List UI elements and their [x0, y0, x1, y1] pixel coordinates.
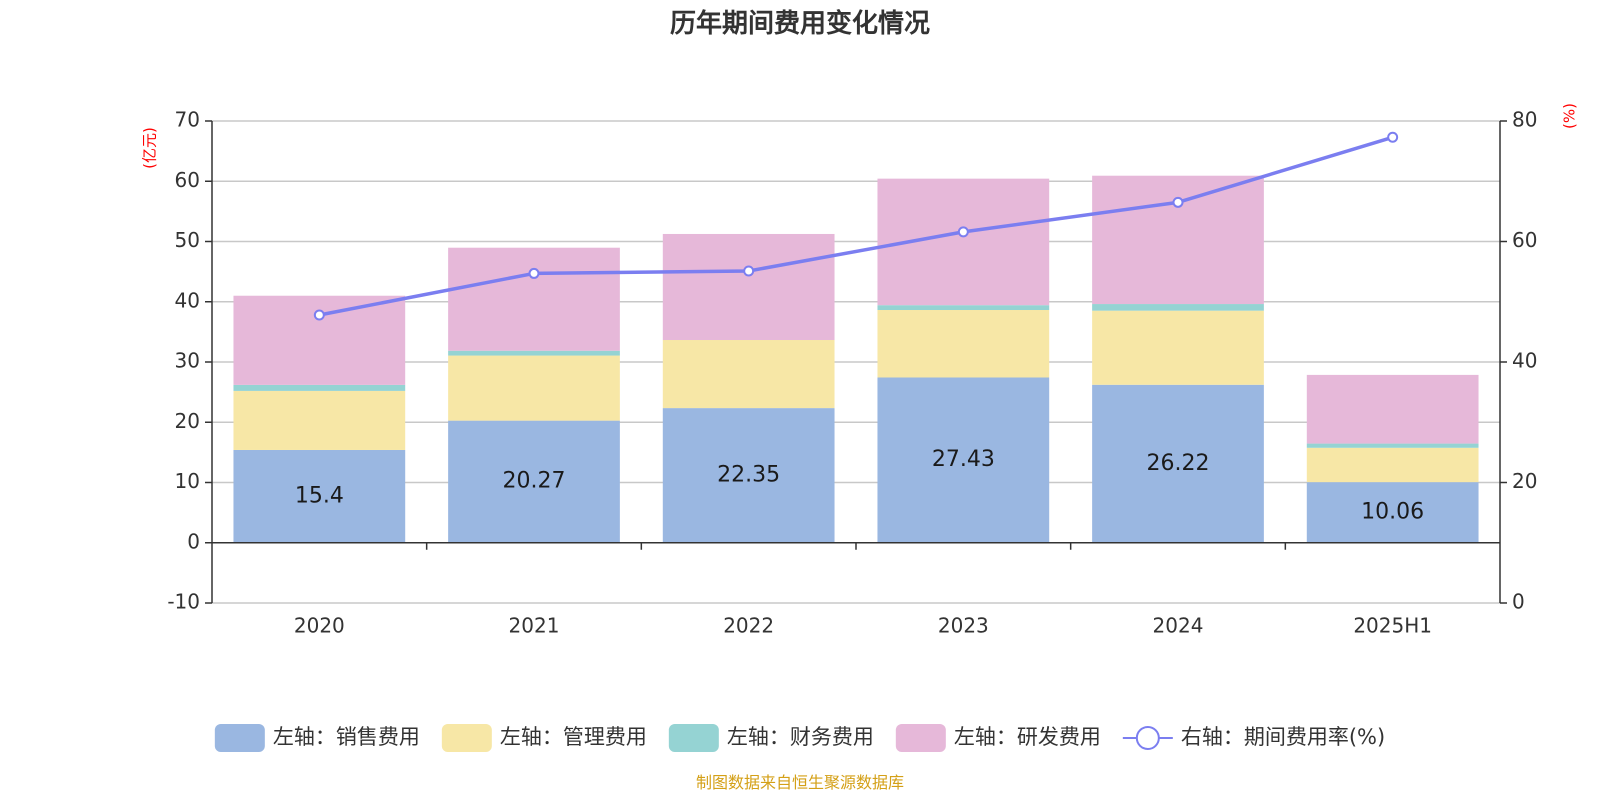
line-point: [957, 226, 969, 238]
legend-swatch: [441, 724, 492, 752]
bar: [662, 340, 835, 409]
right-tick-label: 0: [1512, 590, 1525, 614]
left-tick-label: 40: [175, 288, 200, 312]
chart-title: 历年期间费用变化情况: [670, 8, 930, 39]
bar-value-label: 10.06: [1361, 499, 1424, 524]
data-labels: 15.4 20.27 22.35 27.43 26.22 10.06: [295, 447, 1424, 524]
line-point: [743, 265, 755, 277]
bar: [1306, 447, 1479, 483]
right-axis-unit: (%): [1561, 103, 1579, 129]
bar: [1306, 443, 1479, 448]
bar-series: [233, 175, 1479, 543]
left-tick-label: 0: [187, 529, 200, 553]
bar: [448, 247, 620, 351]
left-tick-label: 70: [175, 108, 200, 132]
legend-label: 左轴：管理费用: [500, 725, 647, 749]
x-tick-label: 2020: [294, 614, 345, 638]
bar-value-label: 22.35: [717, 462, 780, 487]
line-point: [528, 267, 540, 279]
bar: [233, 295, 406, 385]
line-point: [1387, 131, 1399, 143]
x-tick-label: 2025H1: [1353, 614, 1432, 638]
legend-swatch: [214, 724, 265, 752]
left-tick-label: 60: [175, 168, 200, 192]
bar-value-label: 20.27: [503, 469, 566, 494]
line-series: [313, 131, 1399, 321]
left-tick-label: -10: [167, 590, 200, 614]
legend-label: 左轴：财务费用: [727, 725, 874, 749]
bar: [662, 233, 835, 341]
bar: [233, 390, 406, 450]
left-tick-label: 50: [175, 228, 200, 252]
x-tick-label: 2023: [938, 614, 989, 638]
legend-circle-marker: [1135, 726, 1160, 750]
right-tick-label: 60: [1512, 228, 1537, 252]
line-point: [313, 309, 325, 321]
bar: [233, 449, 406, 543]
legend-label: 右轴：期间费用率(%): [1181, 725, 1385, 749]
bar-value-label: 15.4: [295, 483, 344, 508]
source-note: 制图数据来自恒生聚源数据库: [696, 773, 904, 792]
bar: [1306, 482, 1479, 543]
bar: [877, 305, 1050, 311]
right-tick-label: 20: [1512, 469, 1537, 493]
x-tick-label: 2022: [723, 614, 774, 638]
legend: 左轴：销售费用 左轴：管理费用 左轴：财务费用 左轴：研发费用 右轴：期间费用率(%): [214, 724, 1385, 752]
legend-label: 左轴：销售费用: [273, 725, 420, 749]
left-tick-label: 20: [175, 409, 200, 433]
bar: [233, 384, 406, 391]
bar: [877, 377, 1050, 543]
bar: [877, 310, 1050, 378]
left-axis-unit: (亿元): [141, 127, 159, 169]
x-tick-label: 2021: [509, 614, 560, 638]
expense-rate-line: [319, 135, 1394, 317]
line-point: [1172, 196, 1184, 208]
legend-swatch: [668, 724, 719, 752]
x-tick-label: 2024: [1153, 614, 1204, 638]
bar: [1092, 175, 1264, 305]
bar: [1306, 374, 1479, 444]
right-tick-label: 40: [1512, 349, 1537, 373]
bar: [448, 420, 620, 543]
bar: [448, 350, 620, 356]
axes: -10 0 10 20 30 40 50 60 70 0 20 40 60 80 2020 2021 2022 2…: [167, 108, 1537, 638]
left-tick-label: 10: [175, 469, 200, 493]
left-tick-label: 30: [175, 349, 200, 373]
bar: [662, 408, 835, 543]
bar-value-label: 27.43: [932, 447, 995, 472]
bar: [1092, 384, 1264, 543]
bar: [1092, 304, 1264, 311]
legend-label: 左轴：研发费用: [954, 725, 1101, 749]
right-tick-label: 80: [1512, 108, 1537, 132]
bar-value-label: 26.22: [1147, 451, 1210, 476]
bar: [448, 355, 620, 421]
bar: [1092, 310, 1264, 385]
legend-swatch: [895, 724, 946, 752]
